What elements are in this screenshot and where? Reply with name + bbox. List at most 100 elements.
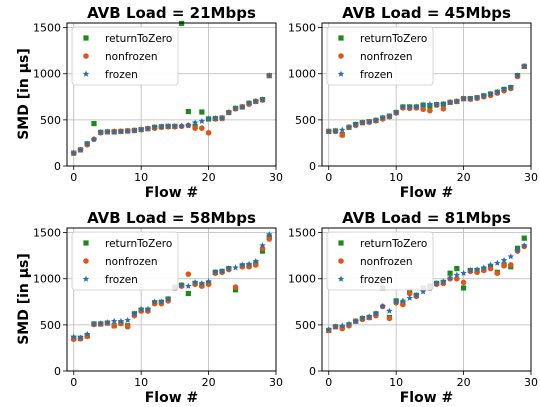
plot-frame xyxy=(321,22,532,167)
chart-title: AVB Load = 58Mbps xyxy=(87,209,256,227)
data-point-frozen-star xyxy=(521,242,528,249)
x-tick-label: 20 xyxy=(202,171,216,184)
data-point-frozen-star xyxy=(419,101,427,108)
legend-marker-frozen xyxy=(337,70,345,77)
data-point-frozen-star xyxy=(372,310,380,317)
data-point-frozen-star xyxy=(185,122,192,129)
data-point-frozen-star xyxy=(494,259,501,266)
data-point-nonfrozen-circle xyxy=(507,262,514,268)
data-point-frozen-star xyxy=(460,269,467,276)
y-tick-label: 0 xyxy=(54,160,61,173)
data-point-frozen-star xyxy=(239,261,246,268)
data-point-frozen-star xyxy=(446,274,454,281)
plot-frame xyxy=(66,227,277,372)
data-point-frozen-star xyxy=(338,126,346,133)
legend-box xyxy=(326,231,434,291)
data-point-nonfrozen-circle xyxy=(427,107,433,114)
x-axis-label: Flow # xyxy=(400,390,454,406)
data-point-frozen-star xyxy=(426,100,434,107)
data-point-frozen-star xyxy=(345,320,353,327)
data-point-frozen-star xyxy=(259,96,266,103)
data-point-frozen-star xyxy=(239,103,246,110)
data-point-frozen-star xyxy=(104,128,111,135)
legend-label: nonfrozen xyxy=(105,256,158,268)
y-axis-label: SMD [in µs] xyxy=(16,48,32,140)
data-point-frozen-star xyxy=(97,320,104,327)
data-point-returnToZero-square xyxy=(460,285,467,291)
y-tick-label: 1000 xyxy=(33,68,61,81)
x-axis-label: Flow # xyxy=(400,185,454,201)
legend-marker-frozen xyxy=(82,275,90,282)
data-point-frozen-star xyxy=(494,88,501,95)
data-point-nonfrozen-circle xyxy=(266,236,273,242)
data-point-frozen-star xyxy=(124,316,131,324)
data-point-frozen-star xyxy=(158,298,165,305)
data-point-frozen-star xyxy=(158,123,165,130)
data-point-frozen-star xyxy=(433,279,440,287)
legend-label: returnToZero xyxy=(105,238,172,250)
data-point-frozen-star xyxy=(325,128,332,135)
data-point-frozen-star xyxy=(386,112,393,119)
x-tick-label: 20 xyxy=(457,171,471,184)
y-tick-label: 1500 xyxy=(288,227,316,240)
data-point-frozen-star xyxy=(352,317,359,324)
data-point-frozen-star xyxy=(514,72,521,79)
x-tick-label: 0 xyxy=(70,376,77,389)
x-tick-label: 20 xyxy=(457,376,471,389)
chart-panel-4: 0 10 20 30 0 500 1000 1500 returnToZero nonfrozen… xyxy=(288,209,538,406)
data-point-frozen-star xyxy=(70,149,77,156)
data-point-nonfrozen-circle xyxy=(460,279,467,286)
data-point-frozen-star xyxy=(83,140,91,147)
data-point-frozen-star xyxy=(225,109,233,116)
data-point-frozen-star xyxy=(392,109,400,116)
data-point-nonfrozen-circle xyxy=(420,106,426,113)
data-point-nonfrozen-circle xyxy=(205,129,212,136)
x-tick-label: 10 xyxy=(389,376,403,389)
data-point-nonfrozen-circle xyxy=(252,262,259,268)
data-point-frozen-star xyxy=(359,315,366,322)
data-point-returnToZero-square xyxy=(454,265,460,272)
x-axis-label: Flow # xyxy=(145,390,199,406)
data-point-frozen-star xyxy=(124,127,131,134)
legend-marker-returnToZero xyxy=(83,240,89,246)
data-point-frozen-star xyxy=(453,271,461,278)
data-point-frozen-star xyxy=(117,128,125,135)
data-point-frozen-star xyxy=(325,326,332,333)
data-point-returnToZero-square xyxy=(185,108,191,115)
legend-label: nonfrozen xyxy=(105,51,158,63)
data-point-returnToZero-square xyxy=(521,235,527,241)
data-point-frozen-star xyxy=(460,95,467,102)
y-tick-label: 500 xyxy=(295,319,316,332)
data-point-frozen-star xyxy=(487,261,494,268)
legend-label: returnToZero xyxy=(105,33,172,45)
x-tick-label: 30 xyxy=(524,376,538,389)
data-point-nonfrozen-circle xyxy=(501,263,507,269)
chart-title: AVB Load = 21Mbps xyxy=(87,4,256,22)
data-point-frozen-star xyxy=(433,101,440,108)
data-point-frozen-star xyxy=(332,323,339,330)
legend-marker-nonfrozen xyxy=(83,258,89,264)
y-tick-label: 1000 xyxy=(33,273,61,286)
x-axis-label: Flow # xyxy=(145,185,199,201)
legend-marker-returnToZero xyxy=(338,35,344,41)
data-point-frozen-star xyxy=(266,72,273,79)
legend-marker-nonfrozen xyxy=(83,53,89,59)
data-point-nonfrozen-circle xyxy=(124,323,131,330)
legend-marker-frozen xyxy=(82,70,90,77)
x-tick-label: 30 xyxy=(269,171,283,184)
data-point-frozen-star xyxy=(144,125,152,132)
x-tick-label: 10 xyxy=(134,171,148,184)
data-point-frozen-star xyxy=(212,115,219,122)
data-point-frozen-star xyxy=(90,135,98,142)
data-point-frozen-star xyxy=(365,313,373,320)
data-point-frozen-star xyxy=(90,320,98,327)
data-point-nonfrozen-circle xyxy=(494,270,501,277)
data-point-frozen-star xyxy=(232,264,239,271)
data-point-frozen-star xyxy=(467,267,474,274)
data-point-frozen-star xyxy=(440,100,447,107)
data-point-frozen-star xyxy=(171,122,179,130)
data-point-frozen-star xyxy=(185,282,192,289)
data-point-frozen-star xyxy=(232,104,239,112)
legend-label: frozen xyxy=(360,69,393,81)
